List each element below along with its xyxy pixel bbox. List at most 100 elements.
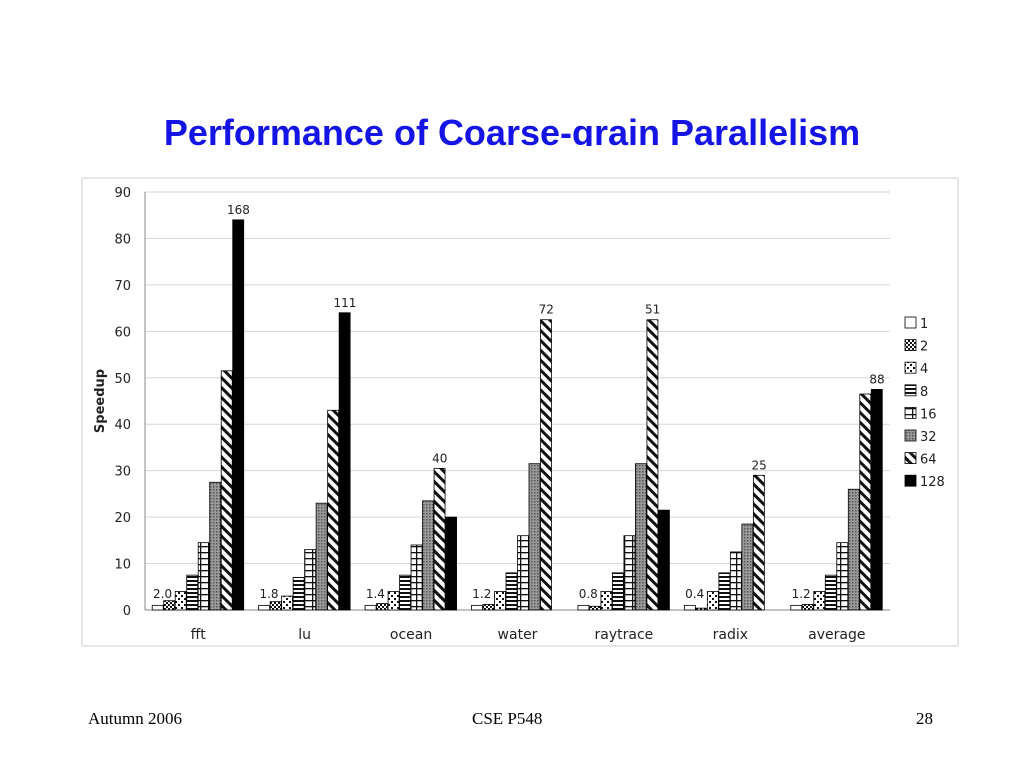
- bar: [399, 574, 411, 611]
- bar: [220, 370, 233, 611]
- bar: [646, 319, 659, 611]
- bar: [376, 603, 388, 611]
- data-label: 2.0: [153, 587, 172, 601]
- data-label: 1.2: [472, 587, 491, 601]
- x-tick-label: water: [498, 627, 538, 643]
- bar: [790, 604, 803, 611]
- bar: [232, 219, 245, 611]
- y-tick-label: 70: [114, 279, 131, 294]
- data-label: 40: [432, 451, 447, 465]
- bar: [281, 595, 294, 611]
- legend-swatch: [904, 339, 917, 352]
- bar: [471, 604, 483, 611]
- data-label: 1.2: [792, 587, 811, 601]
- bar: [859, 393, 872, 611]
- bar: [589, 605, 601, 611]
- bar: [635, 463, 647, 611]
- bar: [870, 388, 883, 611]
- y-tick-label: 20: [114, 511, 131, 526]
- bar: [752, 474, 765, 611]
- bar: [327, 409, 340, 611]
- legend-label: 4: [920, 362, 928, 377]
- bar: [494, 591, 506, 611]
- data-label: 51: [645, 303, 660, 317]
- bar: [577, 604, 590, 611]
- bar: [623, 535, 636, 611]
- bar: [505, 572, 518, 611]
- slide-title: Performance of Coarse-grain Parallelism: [163, 112, 861, 146]
- legend-label: 2: [920, 340, 928, 355]
- bar: [269, 601, 282, 611]
- bar: [540, 319, 552, 611]
- footer-date: Autumn 2006: [88, 709, 182, 728]
- footer-page-number: 28: [916, 709, 933, 728]
- bar: [174, 591, 187, 611]
- legend-swatch: [904, 474, 917, 487]
- x-tick-label: raytrace: [595, 627, 654, 643]
- data-label: 25: [751, 458, 766, 472]
- bar: [186, 574, 199, 611]
- bar: [706, 591, 719, 611]
- bar: [292, 577, 305, 611]
- legend-label: 32: [920, 430, 937, 445]
- bar: [658, 509, 670, 611]
- data-label: 111: [333, 296, 356, 310]
- bar: [517, 535, 529, 611]
- bar: [364, 604, 377, 611]
- bar: [741, 523, 754, 611]
- bar: [801, 604, 814, 611]
- legend-swatch: [904, 361, 917, 374]
- bar: [410, 544, 423, 611]
- data-label: 72: [539, 303, 554, 317]
- legend-label: 64: [920, 453, 937, 468]
- bar: [683, 604, 696, 611]
- x-tick-label: fft: [191, 627, 207, 643]
- bar: [197, 542, 210, 611]
- bar: [338, 312, 351, 611]
- x-tick-label: ocean: [390, 627, 432, 643]
- bar: [600, 591, 613, 611]
- y-tick-label: 40: [114, 418, 131, 433]
- legend-label: 8: [920, 385, 928, 400]
- legend-swatch: [904, 429, 917, 442]
- footer-course: CSE P548: [472, 709, 543, 728]
- bar: [528, 463, 541, 611]
- bar: [387, 591, 400, 611]
- bar: [163, 600, 176, 611]
- legend-swatch: [904, 384, 917, 397]
- data-label: 1.8: [259, 587, 278, 601]
- bar: [729, 551, 742, 611]
- data-label: 0.8: [579, 587, 598, 601]
- legend-label: 16: [920, 407, 937, 422]
- bar: [209, 481, 222, 611]
- legend-label: 1: [920, 317, 928, 332]
- chart-frame: [81, 177, 959, 647]
- legend-label: 128: [920, 475, 945, 490]
- bar: [695, 607, 708, 611]
- x-tick-label: radix: [713, 627, 748, 643]
- legend-swatch: [904, 452, 917, 465]
- y-tick-label: 90: [114, 186, 131, 201]
- bar: [151, 604, 164, 611]
- x-tick-label: average: [808, 627, 865, 643]
- bar: [482, 604, 495, 611]
- bar: [445, 516, 457, 611]
- y-axis-title: Speedup: [93, 369, 108, 433]
- y-tick-label: 30: [114, 465, 131, 480]
- y-tick-label: 60: [114, 325, 131, 340]
- data-label: 88: [869, 372, 884, 386]
- data-label: 0.4: [685, 587, 704, 601]
- x-tick-label: lu: [298, 627, 311, 643]
- bar: [813, 591, 826, 611]
- bar: [422, 500, 434, 611]
- y-tick-label: 0: [123, 604, 131, 619]
- bar: [258, 604, 271, 611]
- bar: [304, 549, 317, 611]
- y-tick-label: 10: [114, 558, 131, 573]
- bar: [718, 572, 731, 611]
- data-label: 168: [227, 203, 250, 217]
- bar: [847, 488, 860, 611]
- bar: [315, 502, 328, 611]
- y-tick-label: 80: [114, 232, 131, 247]
